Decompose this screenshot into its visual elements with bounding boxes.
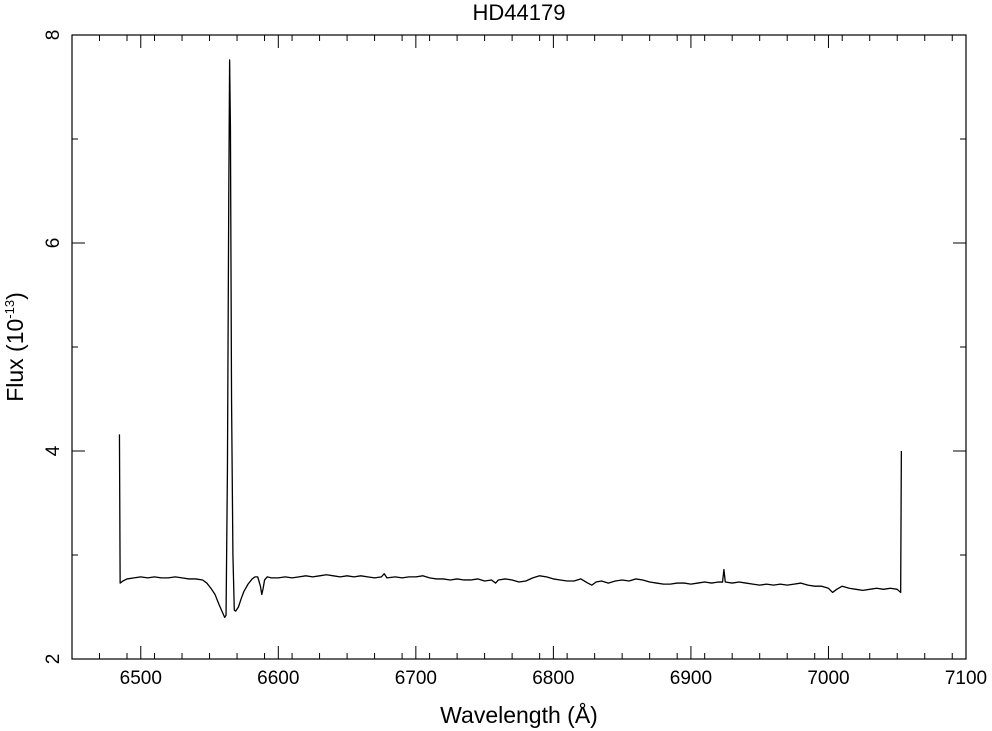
y-axis-label: Flux (10-13)	[2, 292, 28, 402]
plot-frame	[71, 34, 967, 660]
x-tick-label: 7000	[807, 668, 849, 689]
y-axis-label-main: Flux (10	[2, 319, 28, 402]
spectrum-line	[118, 59, 903, 619]
y-axis-label-close: )	[2, 292, 28, 300]
axis-ticks	[71, 34, 967, 660]
x-tick-label: 6500	[120, 668, 162, 689]
y-tick-label: 2	[43, 654, 64, 665]
y-tick-label: 6	[43, 238, 64, 249]
x-tick-label: 7100	[945, 668, 987, 689]
x-tick-label: 6900	[670, 668, 712, 689]
tick-labels: 6500 6600 6700 6800 6900 7000 7100 2 4 6 8	[43, 30, 987, 689]
chart-title: HD44179	[473, 0, 566, 25]
y-axis-label-exponent: -13	[2, 300, 17, 319]
x-tick-label: 6700	[395, 668, 437, 689]
x-tick-label: 6800	[532, 668, 574, 689]
y-tick-label: 8	[43, 30, 64, 41]
x-axis-label: Wavelength (Å)	[440, 701, 598, 728]
y-tick-label: 4	[43, 445, 64, 456]
x-tick-label: 6600	[257, 668, 299, 689]
